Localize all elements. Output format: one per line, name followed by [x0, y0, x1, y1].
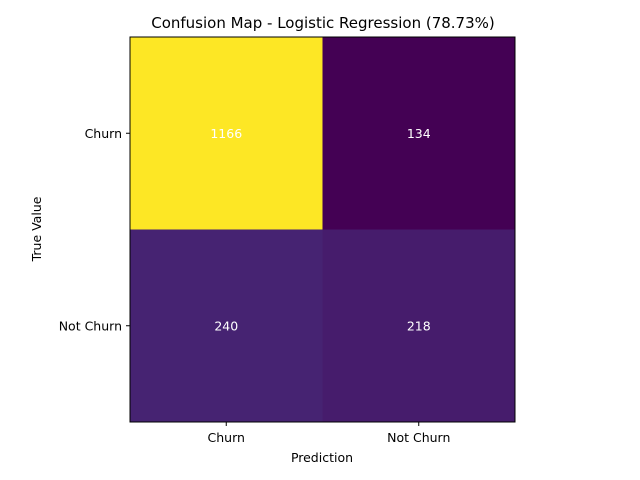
x-tick-label: Churn [208, 430, 245, 445]
cell-value-labels: 1166 134 240 218 [210, 126, 430, 334]
cell-value-label: 1166 [210, 126, 242, 141]
heatmap-cell-0-1 [322, 37, 515, 230]
plot-frame [129, 36, 516, 423]
chart-title: Confusion Map - Logistic Regression (78.… [151, 14, 495, 32]
cell-value-label: 134 [407, 126, 431, 141]
heatmap-cell-0-0 [130, 37, 323, 230]
heatmap-cells [130, 37, 515, 422]
cell-value-label: 240 [214, 318, 238, 333]
y-tick-label: Not Churn [59, 318, 122, 333]
y-axis-label: True Value [29, 196, 44, 262]
heatmap-cell-1-1 [322, 229, 515, 422]
y-axis-ticks: Churn Not Churn [59, 126, 130, 333]
x-axis-label: Prediction [291, 450, 353, 465]
y-tick-label: Churn [85, 126, 122, 141]
heatmap-cell-1-0 [130, 229, 323, 422]
cell-value-label: 218 [407, 318, 431, 333]
x-tick-label: Not Churn [387, 430, 450, 445]
x-axis-ticks: Churn Not Churn [208, 422, 450, 445]
